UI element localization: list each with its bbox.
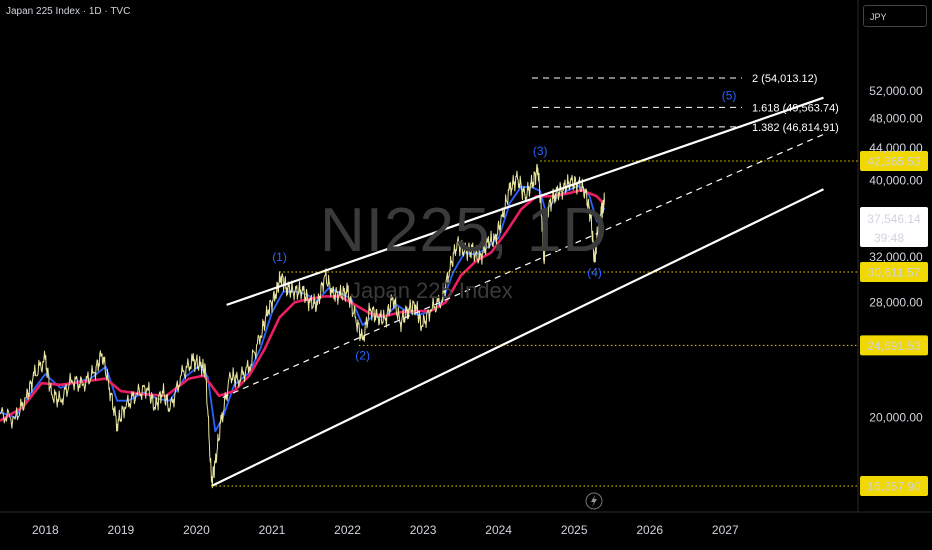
x-tick-label: 2022 (334, 523, 361, 537)
x-tick-label: 2023 (410, 523, 437, 537)
fib-level-label: 2 (54,013.12) (752, 73, 817, 85)
wave-label: (1) (272, 250, 287, 264)
x-tick-label: 2024 (485, 523, 512, 537)
x-tick-label: 2019 (108, 523, 135, 537)
price-line (0, 163, 605, 489)
x-tick-label: 2025 (561, 523, 588, 537)
current-price-label: 37,546.14 (867, 212, 921, 226)
x-tick-label: 2021 (259, 523, 286, 537)
level-price-label: 42,365.53 (867, 155, 921, 169)
current-price-badge (860, 207, 928, 247)
x-tick-label: 2026 (636, 523, 663, 537)
slow-moving-average-line (0, 188, 606, 422)
level-price-label: 24,691.53 (867, 339, 921, 353)
channel-upper-line[interactable] (226, 96, 824, 306)
lightning-glyph (591, 495, 597, 507)
lightning-icon[interactable] (585, 492, 603, 510)
countdown-label: 39:48 (874, 231, 904, 245)
channel-lower-line[interactable] (211, 188, 824, 487)
y-tick-label: 48,000.00 (869, 111, 923, 125)
fast-moving-average-line (0, 184, 606, 433)
wave-label: (3) (533, 144, 548, 158)
y-tick-label: 40,000.00 (869, 174, 923, 188)
wave-label: (5) (722, 89, 737, 103)
level-price-badge (860, 261, 928, 282)
y-tick-label: 28,000.00 (869, 295, 923, 309)
y-tick-label: 44,000.00 (869, 141, 923, 155)
level-price-badge (860, 476, 928, 496)
chart-header-title: Japan 225 Index · 1D · TVC (6, 6, 131, 17)
x-tick-label: 2018 (32, 523, 59, 537)
level-price-label: 30,611.57 (868, 265, 921, 279)
symbol-watermark: NI225, 1D (320, 196, 609, 265)
x-tick-label: 2020 (183, 523, 210, 537)
y-tick-label: 52,000.00 (869, 84, 923, 98)
fib-level-label: 1.382 (46,814.91) (752, 122, 839, 134)
wave-label: (4) (587, 266, 602, 280)
wave-label: (2) (355, 348, 370, 362)
x-tick-label: 2027 (712, 523, 739, 537)
currency-button[interactable]: JPY (863, 5, 927, 27)
y-tick-label: 32,000.00 (869, 250, 923, 264)
level-price-label: 16,357.90 (867, 480, 921, 494)
fib-level-label: 1.618 (49,563.74) (752, 102, 839, 114)
y-tick-label: 20,000.00 (869, 410, 923, 424)
name-watermark: Japan 225 Index (350, 278, 513, 303)
level-price-badge (860, 151, 928, 171)
level-price-badge (860, 335, 928, 356)
